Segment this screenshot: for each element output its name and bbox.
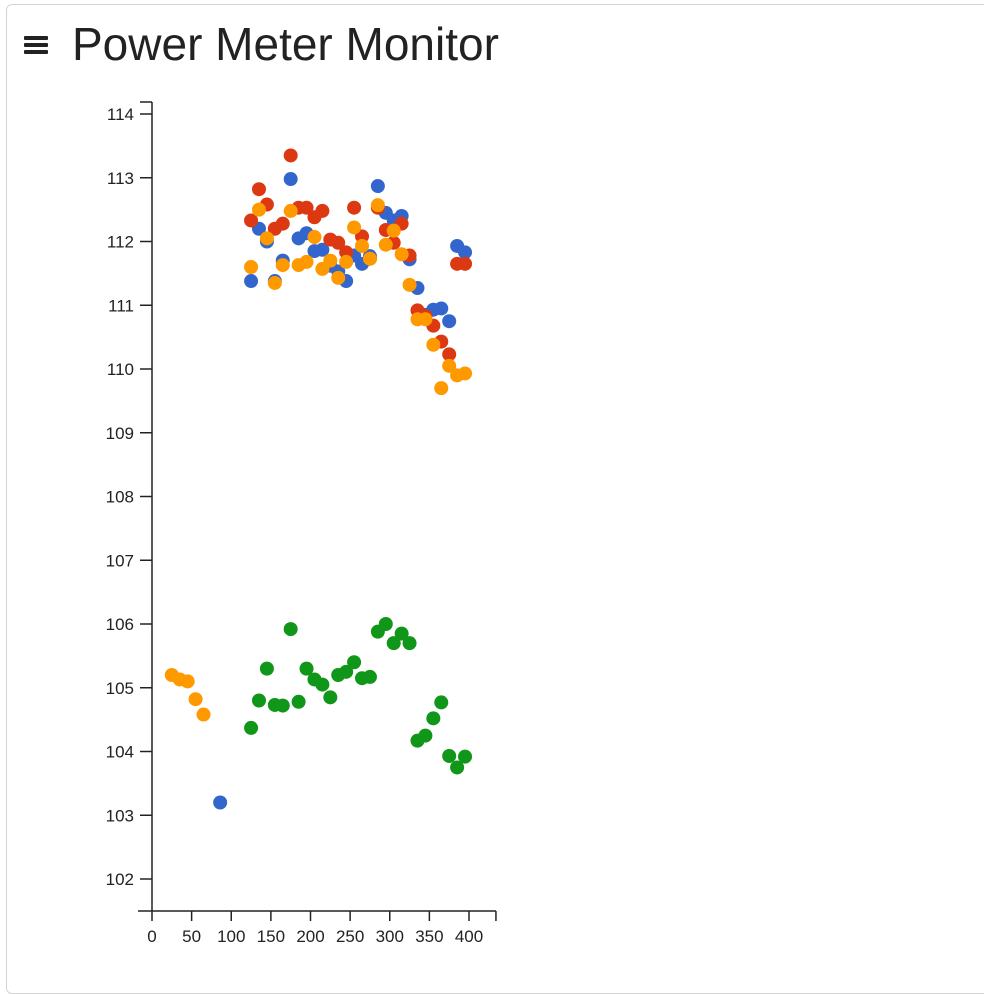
data-point-series-3 xyxy=(355,238,370,253)
y-tick-label: 110 xyxy=(107,360,134,379)
data-point-series-1 xyxy=(315,242,330,257)
data-point-series-4 xyxy=(275,698,290,713)
data-point-series-4 xyxy=(394,626,409,641)
axes: 102 103 104 105 106 107 108 109 110 111 112 113 114 0… xyxy=(106,101,497,946)
y-tick-label: 102 xyxy=(106,870,134,889)
x-tick-label: 150 xyxy=(257,927,285,946)
hamburger-menu-icon[interactable] xyxy=(24,34,48,54)
data-point-series-3 xyxy=(370,198,385,213)
data-point-series-2 xyxy=(244,213,259,228)
data-point-series-3 xyxy=(386,223,401,238)
data-point-series-2 xyxy=(347,200,362,215)
x-tick-label: 0 xyxy=(147,927,156,946)
data-point-series-1 xyxy=(458,245,473,260)
data-point-series-4 xyxy=(259,661,274,676)
x-tick-label: 100 xyxy=(217,927,245,946)
data-point-series-3 xyxy=(259,231,274,246)
data-point-series-3 xyxy=(434,381,449,396)
x-tick-label: 50 xyxy=(182,927,201,946)
data-point-series-4 xyxy=(315,677,330,692)
chart-panel xyxy=(6,4,984,994)
data-point-series-3 xyxy=(275,258,290,273)
y-tick-label: 111 xyxy=(108,296,134,315)
data-point-series-3 xyxy=(196,707,211,722)
y-tick-label: 103 xyxy=(106,806,134,825)
data-point-series-4 xyxy=(244,720,259,735)
y-tick-label: 106 xyxy=(106,615,134,634)
x-tick-label: 350 xyxy=(415,927,443,946)
data-point-series-2 xyxy=(331,235,346,250)
data-points xyxy=(164,148,473,810)
data-point-series-1 xyxy=(434,301,449,316)
data-point-series-2 xyxy=(299,200,314,215)
data-point-series-4 xyxy=(251,693,266,708)
data-point-series-4 xyxy=(458,749,473,764)
data-point-series-4 xyxy=(402,636,417,651)
data-point-series-1 xyxy=(283,172,298,187)
data-point-series-2 xyxy=(315,203,330,218)
data-point-series-3 xyxy=(307,230,322,245)
data-point-series-4 xyxy=(418,728,433,743)
data-point-series-4 xyxy=(362,669,377,684)
x-tick-label: 400 xyxy=(455,927,483,946)
data-point-series-1 xyxy=(442,314,457,329)
data-point-series-2 xyxy=(283,148,298,163)
data-point-series-2 xyxy=(339,245,354,260)
data-point-series-3 xyxy=(244,260,259,274)
y-tick-label: 107 xyxy=(106,551,134,570)
data-point-series-3 xyxy=(339,254,354,269)
data-point-series-3 xyxy=(458,366,473,381)
data-point-series-4 xyxy=(283,622,298,637)
data-point-series-3 xyxy=(180,674,195,689)
data-point-series-2 xyxy=(458,256,473,271)
data-point-series-4 xyxy=(347,655,362,670)
data-point-series-4 xyxy=(426,711,441,726)
y-tick-label: 114 xyxy=(107,105,134,124)
data-point-series-4 xyxy=(323,690,338,705)
data-point-series-4 xyxy=(434,695,449,710)
data-point-series-3 xyxy=(267,275,282,290)
data-point-series-3 xyxy=(442,358,457,373)
data-point-series-4 xyxy=(339,664,354,679)
data-point-series-4 xyxy=(442,748,457,763)
y-tick-label: 104 xyxy=(106,743,134,762)
x-tick-label: 250 xyxy=(336,927,364,946)
data-point-series-4 xyxy=(299,661,314,676)
data-point-series-2 xyxy=(251,182,266,197)
y-tick-label: 113 xyxy=(107,169,134,188)
y-tick-label: 108 xyxy=(106,488,134,507)
x-tick-label: 300 xyxy=(376,927,404,946)
data-point-series-3 xyxy=(299,254,314,269)
data-point-series-3 xyxy=(347,220,362,235)
data-point-series-3 xyxy=(402,277,417,292)
data-point-series-2 xyxy=(275,216,290,231)
data-point-series-1 xyxy=(213,795,228,810)
data-point-series-3 xyxy=(362,251,377,266)
data-point-series-3 xyxy=(378,237,393,252)
data-point-series-2 xyxy=(442,347,457,362)
page-title: Power Meter Monitor xyxy=(72,18,499,70)
data-point-series-4 xyxy=(450,760,465,775)
y-tick-label: 105 xyxy=(106,679,134,698)
y-tick-label: 112 xyxy=(107,233,134,252)
data-point-series-3 xyxy=(188,692,203,707)
x-tick-label: 200 xyxy=(296,927,324,946)
data-point-series-3 xyxy=(323,253,338,268)
data-point-series-3 xyxy=(418,312,433,327)
header: Power Meter Monitor xyxy=(24,16,499,72)
data-point-series-4 xyxy=(378,617,393,631)
y-tick-label: 109 xyxy=(106,424,134,443)
data-point-series-2 xyxy=(355,229,370,244)
data-point-series-4 xyxy=(291,694,306,709)
data-point-series-3 xyxy=(426,337,441,352)
data-point-series-3 xyxy=(331,270,346,285)
data-point-series-3 xyxy=(394,247,409,262)
data-point-series-1 xyxy=(244,274,259,289)
data-point-series-4 xyxy=(386,636,401,651)
data-point-series-3 xyxy=(251,202,266,217)
data-point-series-3 xyxy=(283,203,298,218)
data-point-series-1 xyxy=(370,179,385,194)
